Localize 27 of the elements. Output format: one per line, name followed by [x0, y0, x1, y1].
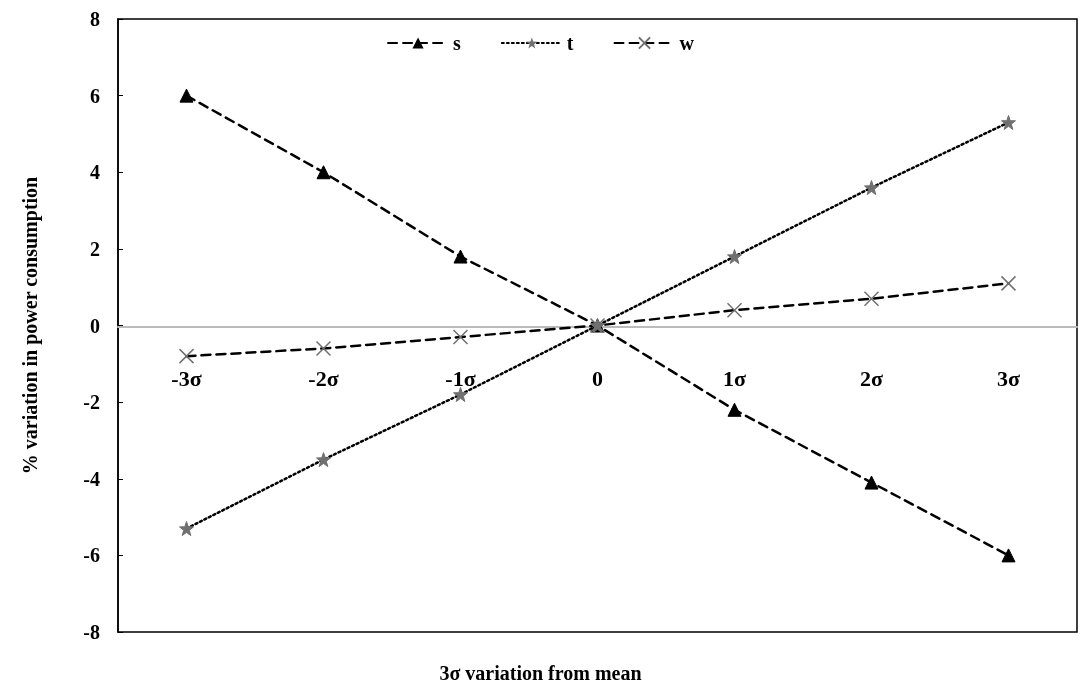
x-tick-label: -2σ	[308, 365, 339, 391]
x-tick-label: -3σ	[171, 365, 202, 391]
y-tick-label: 4	[90, 161, 100, 184]
legend-label: t	[566, 32, 574, 54]
point	[316, 165, 331, 180]
y-tick-label: -6	[83, 544, 100, 567]
point	[864, 475, 879, 490]
point	[727, 402, 742, 417]
x-tick-label: 2σ	[860, 365, 884, 391]
y-tick-label: 8	[90, 8, 100, 30]
y-axis-title: % variation in power consumption	[19, 176, 42, 475]
legend-label: s	[453, 32, 462, 54]
x-tick-label: 3σ	[997, 365, 1021, 391]
y-tick-label: 0	[90, 314, 100, 337]
y-tick-label: 6	[90, 84, 100, 107]
x-tick-label: 1σ	[723, 365, 747, 391]
y-tick-label: -2	[83, 391, 100, 414]
x-tick-label: 0	[592, 365, 603, 391]
point	[179, 88, 194, 103]
y-tick-label: 2	[90, 237, 100, 260]
point	[1001, 548, 1016, 563]
point	[453, 249, 468, 264]
x-axis-title: 3σ variation from mean	[439, 662, 642, 684]
x-tick-label: -1σ	[445, 365, 476, 391]
y-tick-label: -4	[83, 467, 100, 490]
legend-label: w	[679, 32, 695, 54]
y-tick-label: -8	[83, 621, 100, 643]
